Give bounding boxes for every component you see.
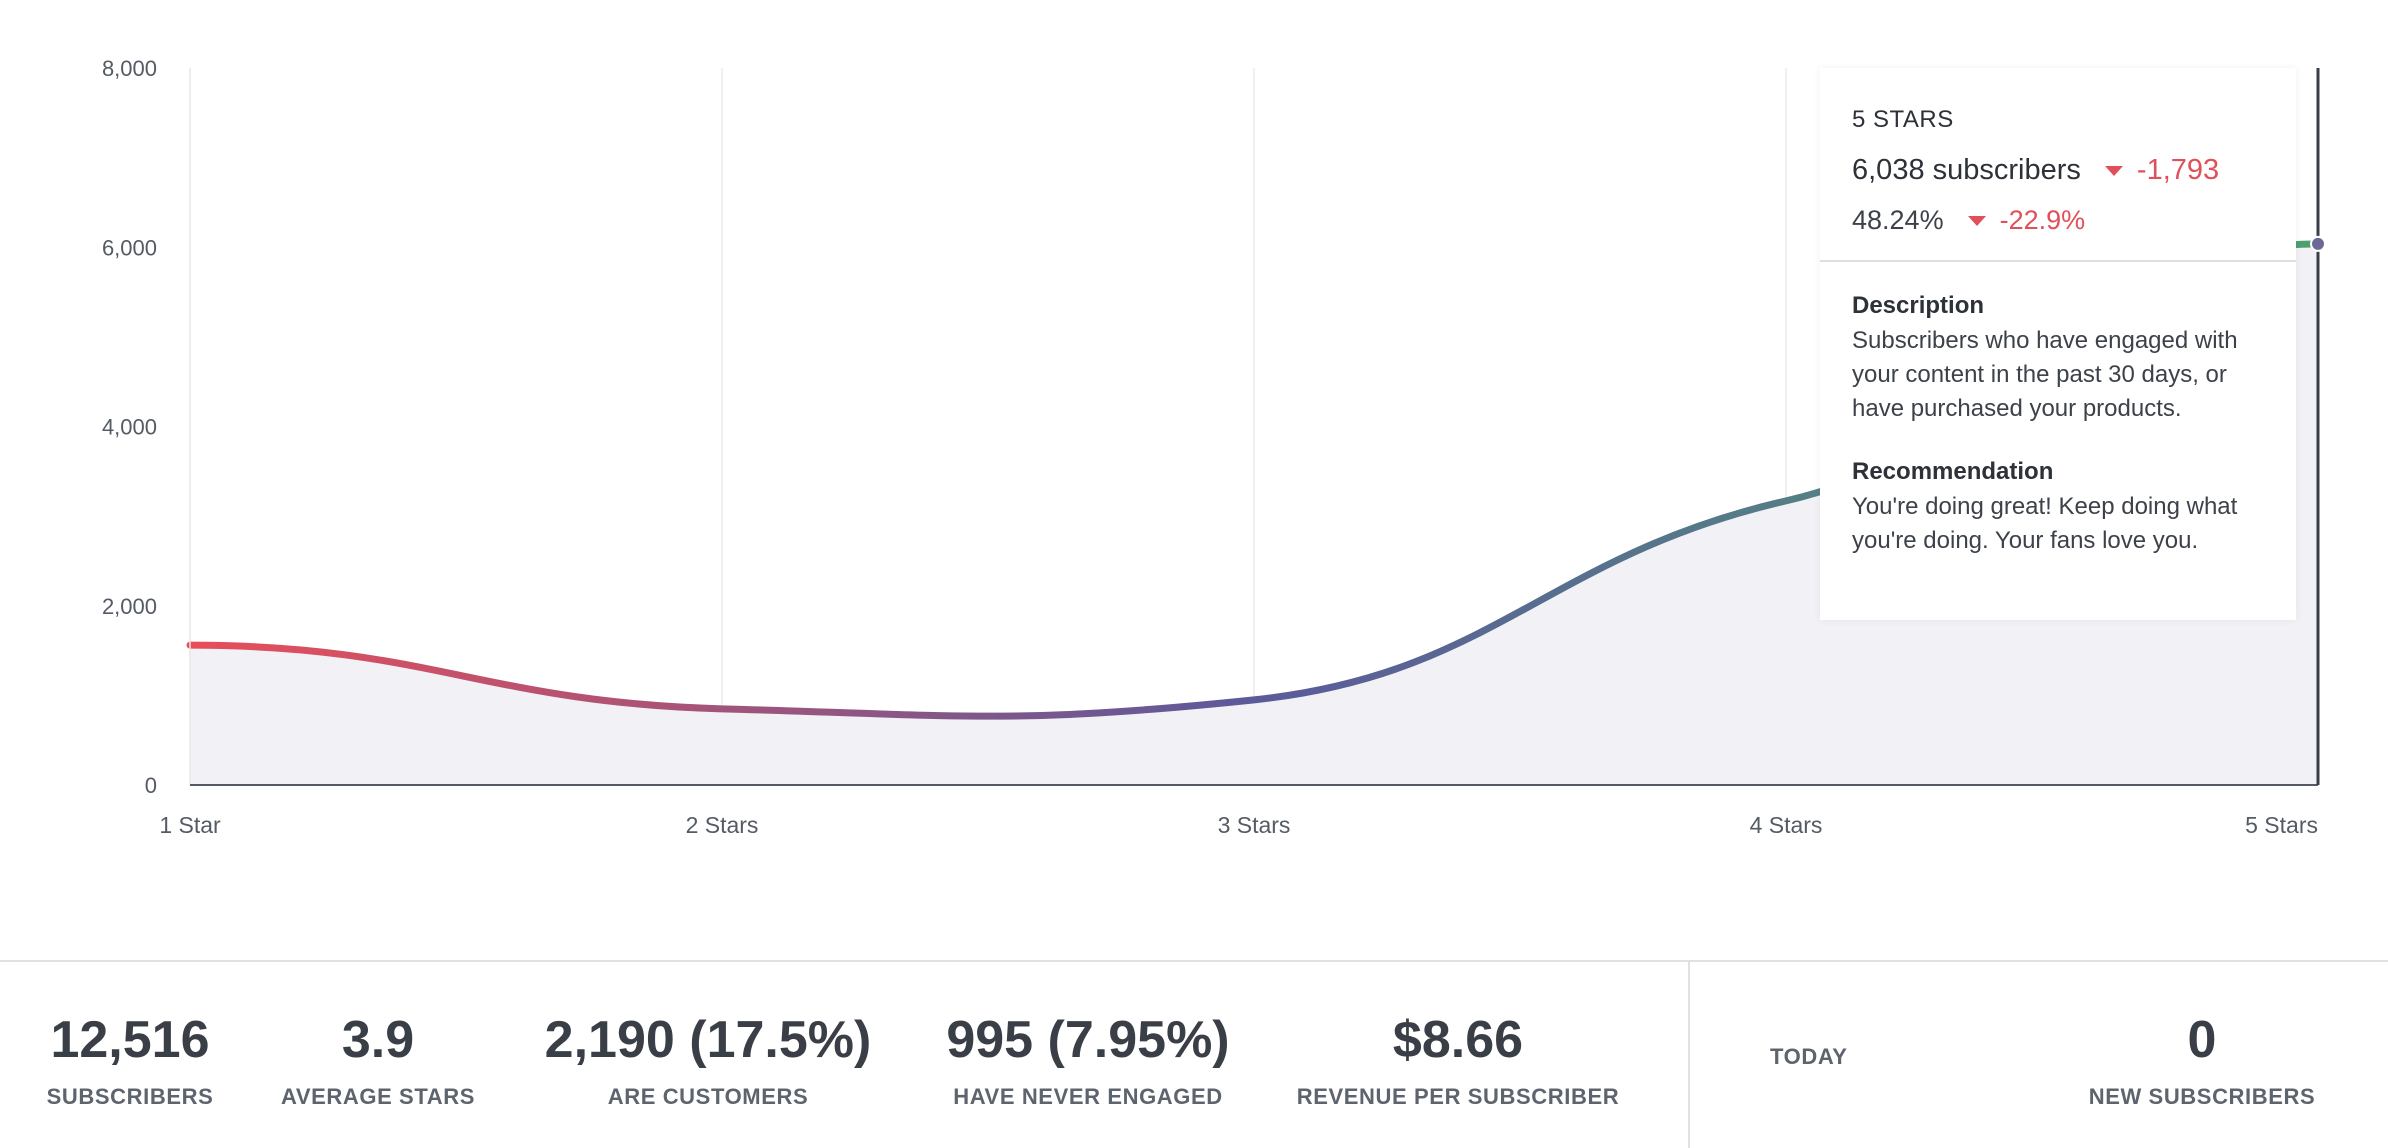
x-tick-label: 5 Stars bbox=[2245, 812, 2318, 838]
stat-value: 3.9 bbox=[341, 1011, 415, 1069]
stat-average-stars: 3.9 AVERAGE STARS bbox=[268, 1010, 488, 1110]
recommendation-heading: Recommendation bbox=[1852, 458, 2054, 485]
tooltip-percent: 48.24% bbox=[1852, 205, 1944, 235]
tooltip-summary: 5 STARS 6,038 subscribers -1,793 48.24% … bbox=[1820, 68, 2296, 262]
stat-new-subscribers: 0 NEW SUBSCRIBERS bbox=[2070, 1010, 2334, 1110]
stat-customers: 2,190 (17.5%) ARE CUSTOMERS bbox=[528, 1010, 888, 1110]
area-fill bbox=[190, 243, 2318, 786]
tooltip-percent-delta: -22.9% bbox=[1999, 205, 2086, 235]
stat-value: 12,516 bbox=[50, 1011, 210, 1069]
y-tick-label: 0 bbox=[145, 773, 157, 798]
x-tick-label: 4 Stars bbox=[1750, 812, 1823, 838]
stat-label: NEW SUBSCRIBERS bbox=[2088, 1084, 2316, 1109]
y-tick-label: 2,000 bbox=[102, 594, 157, 619]
caret-down-icon bbox=[2104, 165, 2123, 176]
stat-never-engaged: 995 (7.95%) HAVE NEVER ENGAGED bbox=[918, 1010, 1258, 1110]
tooltip-details: Description Subscribers who have engaged… bbox=[1820, 262, 2296, 620]
chart-tooltip: 5 STARS 6,038 subscribers -1,793 48.24% … bbox=[1820, 68, 2296, 620]
tooltip-percent-row: 48.24% -22.9% bbox=[1852, 205, 2264, 236]
x-tick-label: 2 Stars bbox=[686, 812, 759, 838]
stat-label: HAVE NEVER ENGAGED bbox=[953, 1084, 1223, 1109]
stat-label: AVERAGE STARS bbox=[280, 1084, 475, 1109]
recommendation-text: You're doing great! Keep doing what you'… bbox=[1852, 493, 2238, 554]
stat-value: $8.66 bbox=[1392, 1011, 1524, 1069]
stat-label: SUBSCRIBERS bbox=[46, 1084, 214, 1109]
today-label: TODAY bbox=[1770, 1044, 1848, 1069]
stat-label: ARE CUSTOMERS bbox=[607, 1084, 809, 1109]
stats-bar: 12,516 SUBSCRIBERS 3.9 AVERAGE STARS 2,1… bbox=[0, 960, 2388, 1148]
y-tick-label: 6,000 bbox=[102, 235, 157, 260]
y-tick-label: 4,000 bbox=[102, 415, 157, 440]
x-tick-label: 3 Stars bbox=[1218, 812, 1291, 838]
stat-value: 995 (7.95%) bbox=[946, 1011, 1230, 1069]
tooltip-subscribers-delta: -1,793 bbox=[2136, 154, 2220, 186]
description-heading: Description bbox=[1852, 292, 1985, 319]
tooltip-subscribers-row: 6,038 subscribers -1,793 bbox=[1852, 154, 2264, 187]
highlight-point bbox=[2310, 235, 2326, 252]
stat-label: REVENUE PER SUBSCRIBER bbox=[1296, 1084, 1620, 1109]
stat-value: 2,190 (17.5%) bbox=[544, 1011, 872, 1069]
stat-value: 0 bbox=[2187, 1011, 2217, 1069]
tooltip-subscribers: 6,038 subscribers bbox=[1852, 154, 2081, 186]
stat-subscribers: 12,516 SUBSCRIBERS bbox=[20, 1010, 240, 1110]
caret-down-icon bbox=[1967, 215, 1986, 226]
x-tick-label: 1 Star bbox=[159, 812, 221, 838]
description-text: Subscribers who have engaged with your c… bbox=[1852, 327, 2238, 422]
stats-divider bbox=[1688, 962, 1690, 1148]
y-tick-label: 8,000 bbox=[102, 56, 157, 81]
stat-revenue-per-subscriber: $8.66 REVENUE PER SUBSCRIBER bbox=[1288, 1010, 1628, 1110]
tooltip-title: 5 STARS bbox=[1852, 106, 1954, 133]
